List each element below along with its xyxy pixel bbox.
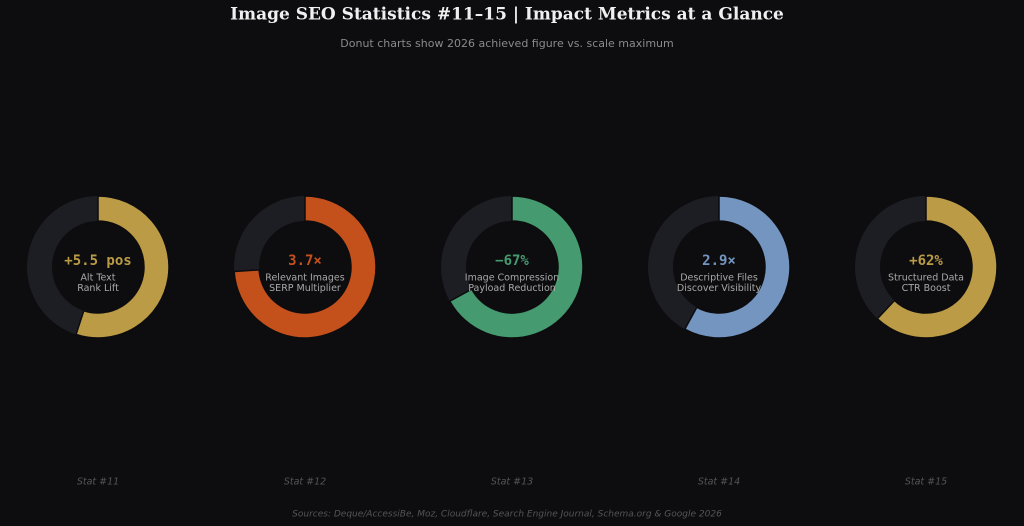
donut-label: Structured Data <box>888 273 964 284</box>
donut-label: Payload Reduction <box>468 283 556 294</box>
donut-label: CTR Boost <box>902 283 951 294</box>
stat-caption: Stat #13 <box>491 477 533 488</box>
donut-arc <box>876 195 998 339</box>
donut-label: SERP Multiplier <box>269 283 341 294</box>
stat-caption: Stat #12 <box>284 477 326 488</box>
donut-arc <box>233 195 377 339</box>
donut-arc <box>448 195 584 339</box>
value-label: +62% <box>909 253 943 269</box>
donut-label: Descriptive Files <box>680 273 758 284</box>
donut-label: Alt Text <box>80 273 115 284</box>
chart-title: Image SEO Statistics #11–15 | Impact Met… <box>230 5 784 25</box>
value-label: 3.7× <box>288 253 322 269</box>
donut-arc <box>683 195 791 339</box>
stat-caption: Stat #14 <box>698 477 740 488</box>
value-label: +5.5 pos <box>64 253 131 269</box>
value-label: 2.9× <box>702 253 736 269</box>
donut-arc <box>75 195 170 339</box>
stat-caption: Stat #11 <box>77 477 119 488</box>
source-note: Sources: Deque/AccessiBe, Moz, Cloudflar… <box>292 510 722 520</box>
donut-label: Discover Visibility <box>677 283 762 294</box>
value-label: −67% <box>495 253 529 269</box>
donut-label: Relevant Images <box>265 273 344 284</box>
chart-subtitle: Donut charts show 2026 achieved figure v… <box>340 37 673 50</box>
stat-caption: Stat #15 <box>905 477 947 488</box>
donut-label: Rank Lift <box>77 283 119 294</box>
donut-label: Image Compression <box>465 273 559 284</box>
